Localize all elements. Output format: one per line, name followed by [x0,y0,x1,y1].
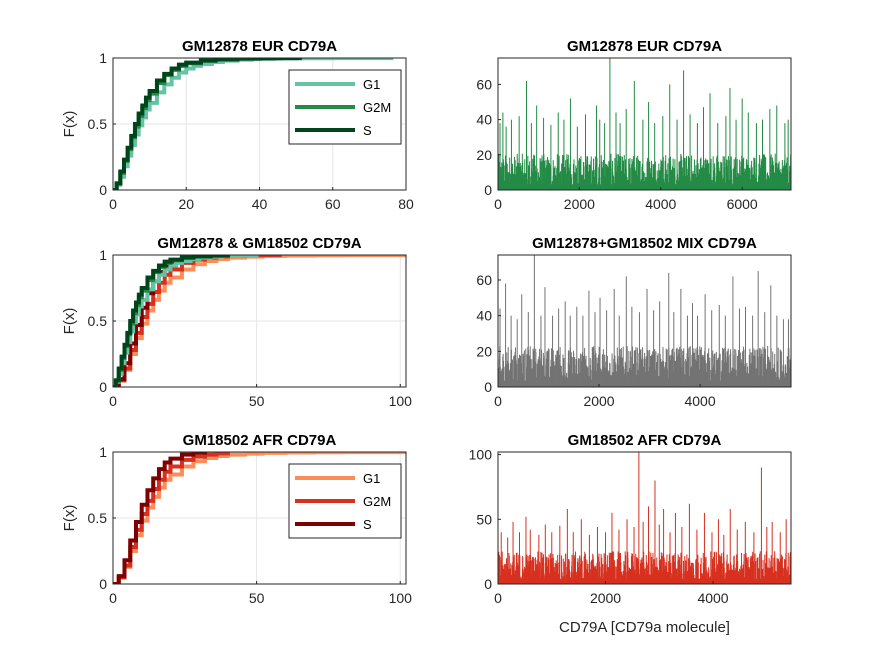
cdf-afr-axes: GM18502 AFR CD79A F(x) 0 50 100 0 0.5 1 G1 G2M S [61,432,412,606]
plot-content [113,255,406,387]
x-tick-label: 60 [325,196,341,212]
x-tick-label: 50 [249,393,265,409]
hist-afr-title: GM18502 AFR CD79A [568,432,722,449]
cdf-afr-title: GM18502 AFR CD79A [183,432,337,449]
x-tick-label: 0 [109,590,117,606]
x-tick-label: 80 [398,196,414,212]
axes-box [497,451,792,585]
histogram-peaks [499,58,789,190]
hist-afr-xlabel: CD79A [CD79a molecule] [559,619,730,636]
cdf-eur-title: GM12878 EUR CD79A [182,38,337,55]
cdf-eur-axes: GM12878 EUR CD79A F(x) 0 20 40 60 80 0 0.5 1 G1 G… [61,38,414,212]
cdf-eur-ylabel: F(x) [61,111,78,138]
legend-label: G1 [363,77,380,92]
y-tick-label: 0 [484,576,492,592]
hist-afr-axes: GM18502 AFR CD79A CD79A [CD79a molecule]… [469,432,792,636]
y-tick-label: 0 [484,182,492,198]
x-tick-label: 0 [494,393,502,409]
y-tick-label: 40 [476,308,492,324]
y-tick-label: 20 [476,343,492,359]
legend-label: G2M [363,100,391,115]
legend-label: G2M [363,494,391,509]
hist-eur-axes: GM12878 EUR CD79A 0 2000 4000 6000 0 20 40 60 [476,38,792,212]
ecdf-series-line-s [113,58,302,190]
legend-label: S [363,517,372,532]
x-tick-label: 100 [389,393,413,409]
y-tick-label: 1 [99,247,107,263]
x-tick-label: 100 [389,590,413,606]
ecdf-series-line-g2m [113,452,230,584]
y-tick-label: 0 [484,379,492,395]
x-tick-label: 4000 [645,196,676,212]
axes-box [497,57,792,191]
axes-box [497,254,792,388]
ecdf-series-line-6 [113,255,230,387]
y-tick-label: 60 [476,272,492,288]
y-tick-label: 60 [476,76,492,92]
x-tick-label: 0 [494,196,502,212]
hist-mix-axes: GM12878+GM18502 MIX CD79A 0 2000 4000 0 20 40… [476,235,792,409]
x-tick-label: 0 [494,590,502,606]
x-tick-label: 4000 [697,590,728,606]
cdf-afr-ylabel: F(x) [61,505,78,532]
legend-label: S [363,123,372,138]
x-tick-label: 50 [249,590,265,606]
y-tick-label: 0.5 [88,510,108,526]
x-tick-label: 20 [178,196,194,212]
plot-content [113,58,394,190]
hist-mix-title: GM12878+GM18502 MIX CD79A [532,235,757,252]
cdf-mix-axes: GM12878 & GM18502 CD79A F(x) 0 50 100 0 0.5 1 [61,235,412,409]
histogram-peaks [500,452,787,584]
plot-content [498,255,791,387]
y-tick-label: 100 [469,447,493,463]
x-tick-label: 0 [109,196,117,212]
x-tick-label: 2000 [564,196,595,212]
y-tick-label: 0.5 [88,116,108,132]
x-tick-label: 2000 [590,590,621,606]
x-tick-label: 0 [109,393,117,409]
hist-eur-title: GM12878 EUR CD79A [567,38,722,55]
x-tick-label: 2000 [583,393,614,409]
y-tick-label: 0 [99,182,107,198]
y-tick-label: 0 [99,576,107,592]
plot-content [113,452,406,584]
x-tick-label: 4000 [684,393,715,409]
y-tick-label: 50 [476,511,492,527]
y-tick-label: 1 [99,444,107,460]
ecdf-series-line-s [113,452,207,584]
cdf-mix-title: GM12878 & GM18502 CD79A [157,235,361,252]
x-tick-label: 40 [252,196,268,212]
legend-label: G1 [363,471,380,486]
y-tick-label: 0.5 [88,313,108,329]
y-tick-label: 20 [476,147,492,163]
histogram-peaks [499,255,789,387]
y-tick-label: 0 [99,379,107,395]
y-tick-label: 1 [99,50,107,66]
x-tick-label: 6000 [727,196,758,212]
y-tick-label: 40 [476,112,492,128]
cdf-mix-ylabel: F(x) [61,308,78,335]
